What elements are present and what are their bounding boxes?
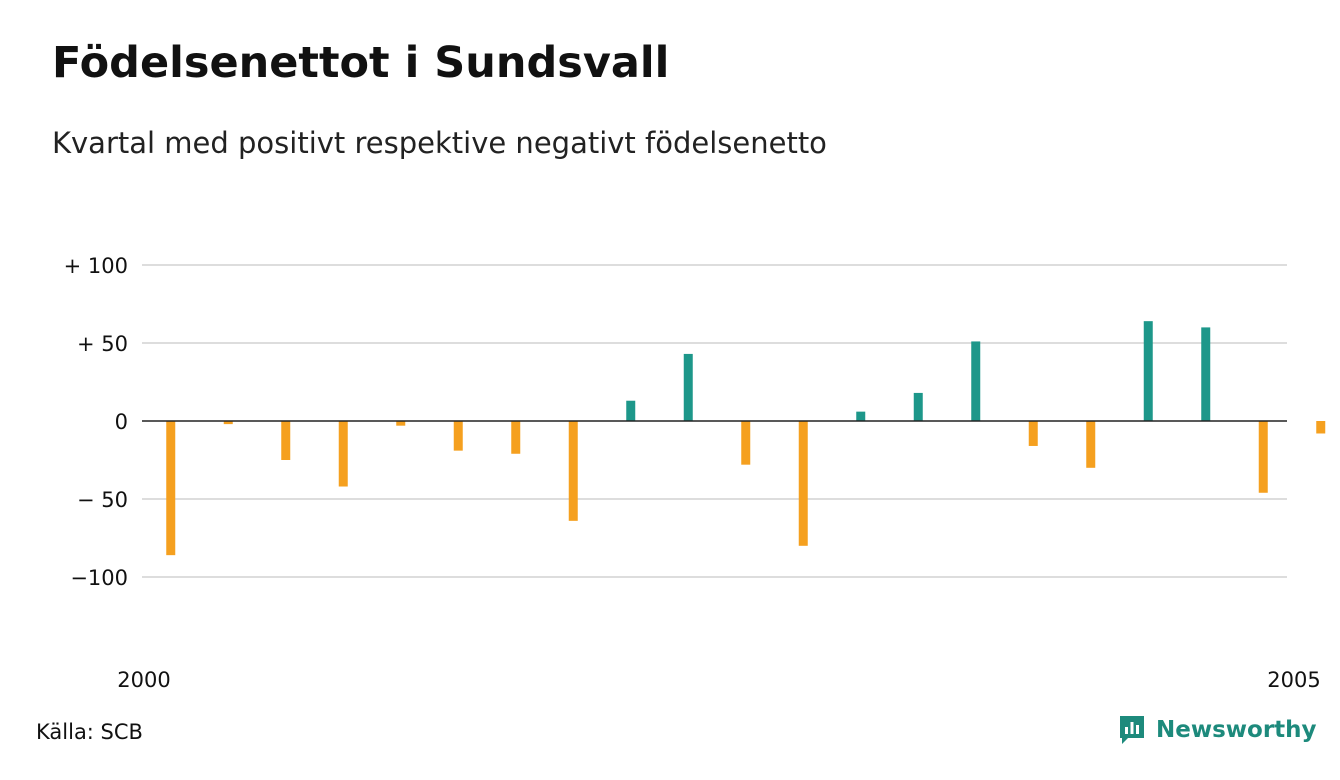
y-tick-label: 0 [115, 410, 128, 434]
bar-2000-q3 [281, 421, 291, 460]
bar-2003-q1 [856, 411, 866, 421]
x-axis-ticks: 20002005201020152020 [117, 668, 1320, 692]
chart-title: Födelsenettot i Sundsvall [52, 38, 670, 88]
bar-2001-q4 [568, 421, 578, 521]
bar-2001-q2 [453, 421, 463, 451]
bar-2000-q4 [338, 421, 348, 487]
bar-2000-q2 [223, 421, 233, 425]
source-note: Källa: SCB [36, 720, 143, 744]
bars [166, 321, 1326, 556]
bar-2002-q4 [798, 421, 808, 546]
y-tick-label: + 50 [77, 332, 128, 356]
x-tick-label: 2000 [117, 668, 170, 692]
chart-subtitle: Kvartal med positivt respektive negativt… [52, 126, 827, 160]
bar-2003-q4 [1028, 421, 1038, 446]
bar-2002-q1 [626, 400, 636, 421]
bar-2004-q3 [1201, 327, 1211, 421]
bar-2003-q2 [913, 392, 923, 421]
newsworthy-logo[interactable]: Newsworthy [1118, 714, 1317, 746]
brand-name: Newsworthy [1156, 717, 1317, 743]
y-tick-label: + 100 [64, 254, 128, 278]
bar-2001-q1 [396, 421, 406, 426]
bar-chart: + 100+ 500− 50−100 20002005201020152020 [64, 254, 1326, 692]
bar-2005-q1 [1316, 421, 1326, 434]
bar-2003-q3 [971, 341, 981, 421]
y-tick-label: − 50 [77, 488, 128, 512]
newsworthy-logo-icon [1118, 714, 1146, 746]
bar-2001-q3 [511, 421, 521, 454]
bar-2000-q1 [166, 421, 176, 556]
x-tick-label: 2005 [1267, 668, 1320, 692]
y-axis-ticks: + 100 + 50 0 − 50 −100 [64, 254, 128, 590]
bar-2002-q3 [741, 421, 751, 465]
gridlines [142, 264, 1287, 578]
bar-2004-q2 [1143, 321, 1153, 421]
bar-2004-q4 [1258, 421, 1268, 493]
y-tick-label: −100 [70, 566, 128, 590]
bar-2004-q1 [1086, 421, 1096, 468]
bar-2002-q2 [683, 353, 693, 421]
